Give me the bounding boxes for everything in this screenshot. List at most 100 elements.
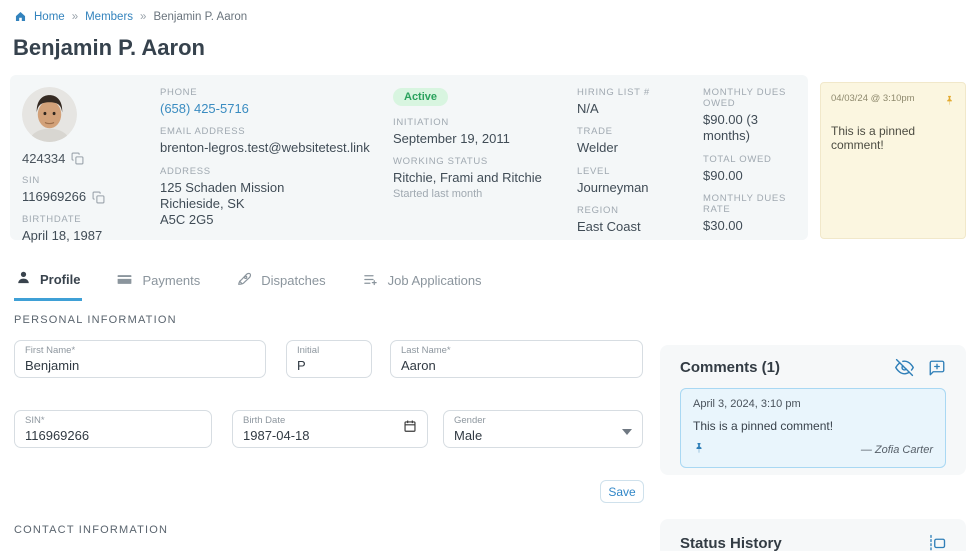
breadcrumb-home[interactable]: Home [34, 10, 65, 23]
tab-dispatches[interactable]: Dispatches [234, 268, 327, 301]
sin-field[interactable]: SIN* [14, 410, 212, 448]
pinned-note-text: This is a pinned comment! [831, 124, 916, 152]
eye-off-icon[interactable] [895, 358, 914, 377]
profile-tabs: Profile Payments Dispatches Job Applicat… [14, 268, 484, 301]
working-status-note: Started last month [393, 187, 483, 200]
credit-card-icon [116, 272, 133, 290]
birth-date-label: Birth Date [243, 415, 286, 426]
tab-label: Job Applications [387, 273, 482, 288]
save-button[interactable]: Save [600, 480, 644, 503]
copy-icon[interactable] [71, 152, 84, 165]
gender-select[interactable]: Gender Male [443, 410, 643, 448]
pin-icon [693, 441, 705, 459]
phone-link[interactable]: (658) 425-5716 [160, 101, 249, 116]
chevron-down-icon [622, 429, 632, 435]
avatar [22, 87, 77, 142]
add-comment-icon[interactable] [928, 359, 946, 377]
status-history-title: Status History [680, 534, 782, 551]
hiring-list-value: N/A [577, 101, 599, 116]
status-log-icon[interactable] [928, 534, 946, 551]
first-name-field[interactable]: First Name* [14, 340, 266, 378]
trade-value: Welder [577, 140, 618, 156]
status-badge: Active [393, 88, 449, 106]
address-line3: A5C 2G5 [160, 212, 214, 227]
last-name-label: Last Name* [401, 345, 451, 356]
level-value: Journeyman [577, 179, 649, 195]
home-icon[interactable] [14, 10, 27, 23]
first-name-input[interactable] [25, 358, 255, 373]
tab-payments[interactable]: Payments [114, 268, 202, 301]
birthdate-label: BIRTHDATE [22, 214, 82, 226]
summary-identity-column: 424334 SIN 116969266 BIRTHDATE April 18,… [22, 87, 160, 243]
pin-icon [944, 93, 955, 111]
comment-item: April 3, 2024, 3:10 pm This is a pinned … [680, 388, 946, 468]
hiring-list-label: HIRING LIST # [577, 87, 650, 98]
first-name-label: First Name* [25, 345, 76, 356]
email-value: brenton-legros.test@websitetest.link [160, 140, 370, 156]
breadcrumb: Home » Members » Benjamin P. Aaron [14, 10, 247, 23]
member-id: 424334 [22, 151, 66, 166]
comments-title: Comments (1) [680, 359, 781, 376]
total-owed-label: TOTAL OWED [703, 153, 772, 165]
initial-field[interactable]: Initial [286, 340, 372, 378]
initiation-value: September 19, 2011 [393, 131, 510, 146]
copy-icon[interactable] [92, 191, 105, 204]
comments-panel: Comments (1) April 3, 2024, 3:10 pm This… [660, 345, 966, 475]
last-name-field[interactable]: Last Name* [390, 340, 643, 378]
summary-dues-column: MONTHLY DUES OWED $90.00 (3 months) TOTA… [703, 87, 803, 240]
comment-author: — Zofia Carter [860, 444, 933, 456]
page-title: Benjamin P. Aaron [13, 35, 205, 60]
address-label: ADDRESS [160, 165, 211, 177]
calendar-icon[interactable] [403, 419, 417, 438]
monthly-dues-owed-value: $90.00 (3 months) [703, 112, 758, 144]
monthly-dues-owed-label: MONTHLY DUES OWED [703, 87, 787, 109]
summary-status-column: Active INITIATION September 19, 2011 WOR… [393, 87, 577, 240]
level-label: LEVEL [577, 165, 611, 177]
comment-date: April 3, 2024, 3:10 pm [693, 398, 801, 410]
pinned-note-timestamp: 04/03/24 @ 3:10pm [831, 93, 915, 104]
breadcrumb-members[interactable]: Members [85, 10, 134, 23]
monthly-dues-rate-value: $30.00 [703, 217, 743, 233]
breadcrumb-separator: » [71, 10, 79, 23]
total-owed-value: $90.00 [703, 167, 743, 183]
region-value: East Coast [577, 218, 641, 234]
tab-label: Dispatches [261, 273, 326, 288]
list-plus-icon [362, 272, 379, 290]
phone-label: PHONE [160, 87, 198, 98]
personal-information-heading: PERSONAL INFORMATION [14, 314, 177, 326]
birth-date-field[interactable]: Birth Date [232, 410, 428, 448]
summary-contact-column: PHONE (658) 425-5716 EMAIL ADDRESS brent… [160, 87, 393, 240]
birth-date-input[interactable] [243, 428, 374, 443]
last-name-input[interactable] [401, 358, 632, 373]
monthly-dues-rate-label: MONTHLY DUES RATE [703, 192, 787, 215]
address-line1: 125 Schaden Mission [160, 179, 285, 195]
region-label: REGION [577, 204, 619, 216]
tab-job-applications[interactable]: Job Applications [360, 268, 484, 301]
contact-information-heading: CONTACT INFORMATION [14, 524, 169, 536]
working-status-label: WORKING STATUS [393, 156, 488, 168]
tab-label: Profile [40, 271, 81, 287]
initial-label: Initial [297, 345, 320, 356]
sin-label: SIN [22, 175, 40, 186]
rocket-icon [236, 271, 252, 290]
initiation-label: INITIATION [393, 117, 449, 128]
tab-profile[interactable]: Profile [14, 268, 83, 301]
member-summary-card: 424334 SIN 116969266 BIRTHDATE April 18,… [10, 75, 808, 243]
status-history-panel: Status History [660, 519, 966, 551]
trade-label: TRADE [577, 126, 613, 138]
gender-value: Male [454, 428, 483, 443]
email-label: EMAIL ADDRESS [160, 126, 246, 138]
initial-input[interactable] [297, 358, 361, 373]
person-icon [16, 270, 31, 288]
sin-value: 116969266 [22, 189, 87, 204]
breadcrumb-separator: » [140, 10, 147, 23]
comment-text: This is a pinned comment! [693, 419, 834, 433]
gender-label: Gender [454, 415, 486, 426]
breadcrumb-current: Benjamin P. Aaron [153, 10, 248, 23]
sin-input[interactable] [25, 428, 201, 443]
pinned-note-card: 04/03/24 @ 3:10pm This is a pinned comme… [820, 82, 966, 239]
address-line2: Richieside, SK [160, 195, 245, 211]
summary-trade-column: HIRING LIST # N/A TRADE Welder LEVEL Jou… [577, 87, 703, 240]
birthdate-value: April 18, 1987 [22, 228, 103, 244]
